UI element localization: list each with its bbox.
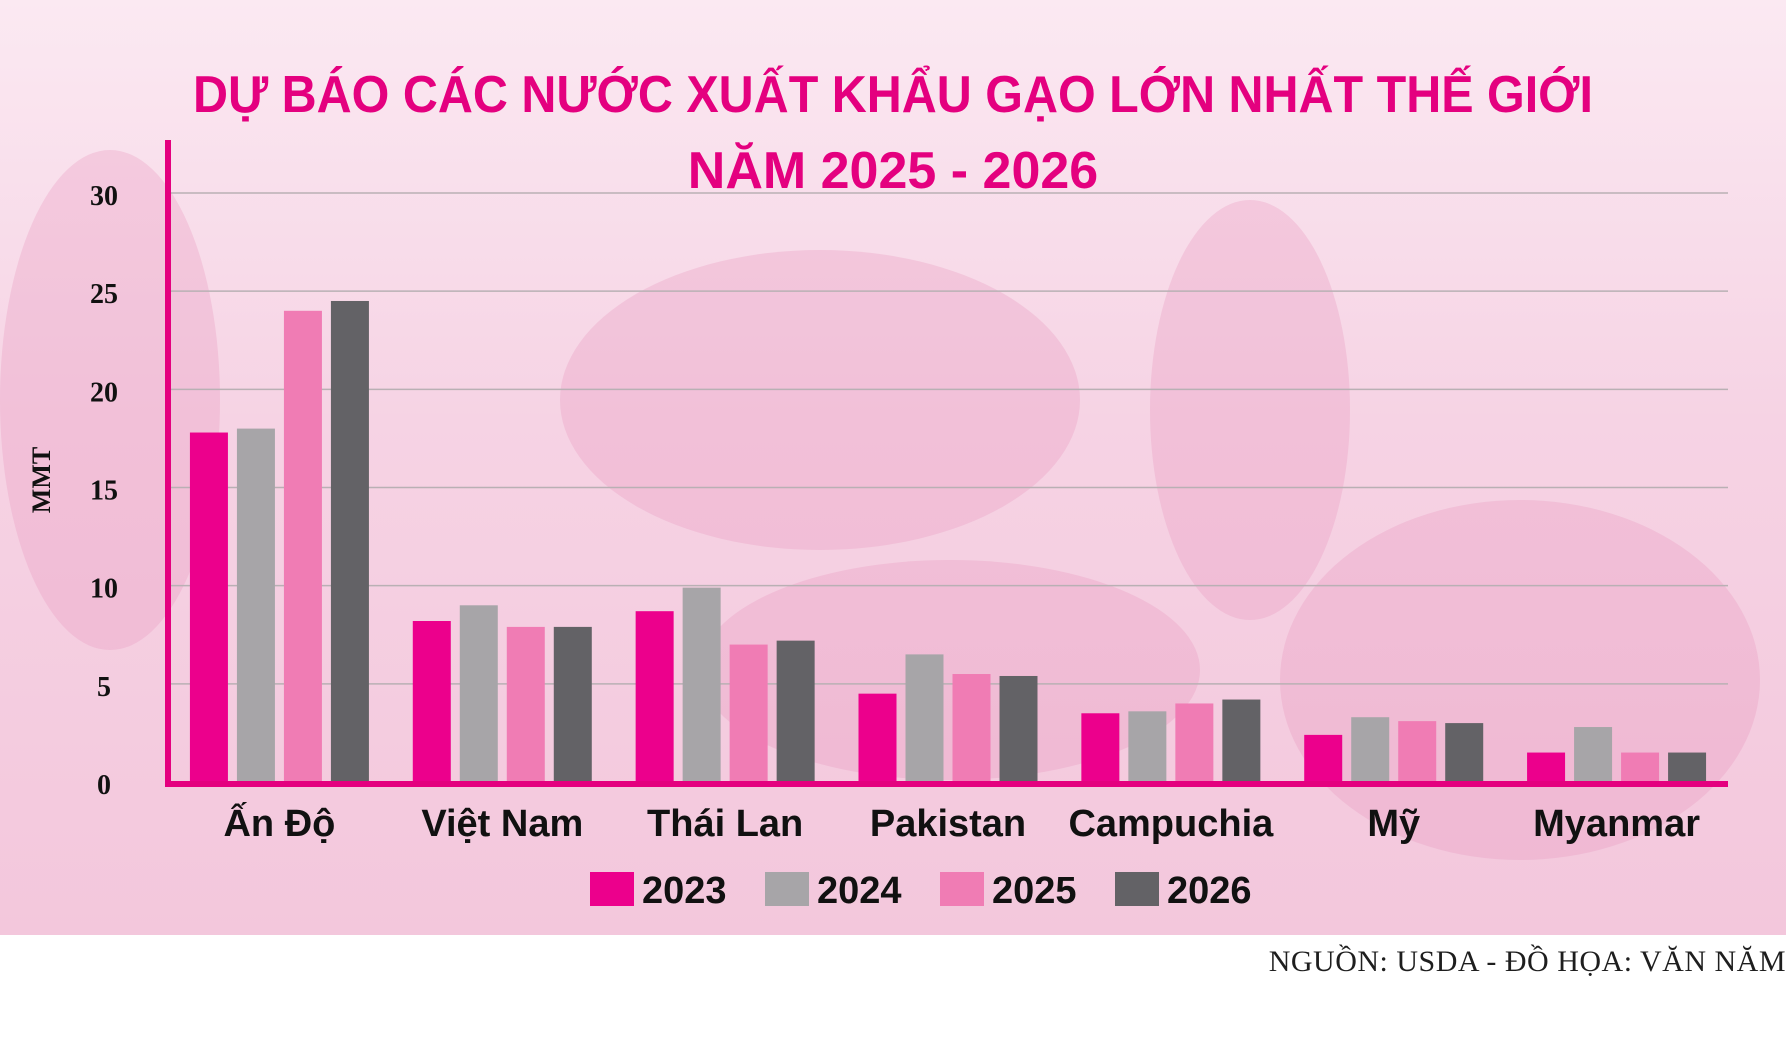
bars	[189, 300, 1707, 782]
bar-2025	[283, 310, 322, 782]
y-tick-label: 10	[90, 574, 118, 605]
bar-2025	[729, 644, 768, 782]
y-tick-label: 5	[97, 672, 111, 703]
bar-2026	[776, 640, 815, 782]
legend-label-2026: 2026	[1167, 870, 1252, 912]
bar-2024	[682, 587, 721, 782]
legend-label-2024: 2024	[817, 870, 902, 912]
legend-swatch-2025	[940, 872, 984, 906]
bar-2026	[553, 626, 592, 782]
y-tick-label: 25	[90, 279, 118, 310]
bar-2023	[1527, 752, 1566, 782]
bar-2025	[1398, 721, 1437, 782]
legend: 2023 2024 2025 2026	[590, 870, 1252, 912]
category-label: Ấn Độ	[223, 801, 335, 845]
legend-swatch-2024	[765, 872, 809, 906]
bar-2024	[459, 605, 498, 782]
bar-2023	[1081, 713, 1120, 782]
bar-2023	[1304, 734, 1343, 782]
bar-2026	[1668, 752, 1707, 782]
category-label: Campuchia	[1068, 803, 1274, 845]
y-tick-label: 30	[90, 181, 118, 212]
legend-swatch-2023	[590, 872, 634, 906]
chart-title-line2: NĂM 2025 - 2026	[688, 142, 1098, 200]
bar-2024	[1574, 727, 1613, 782]
category-label: Mỹ	[1367, 803, 1420, 845]
bar-2024	[1351, 717, 1390, 782]
category-labels: Ấn Độ Việt Nam Thái Lan Pakistan Campuchia Mỹ…	[223, 801, 1700, 845]
y-tick-label: 15	[90, 476, 118, 507]
source-credit: NGUỒN: USDA - ĐỒ HỌA: VĂN NĂM	[1268, 945, 1786, 978]
bar-2026	[999, 675, 1038, 782]
grid-lines	[168, 192, 1728, 685]
category-label: Myanmar	[1533, 803, 1700, 845]
y-tick-label: 20	[90, 377, 118, 408]
bar-2024	[236, 428, 275, 782]
bar-2025	[952, 674, 991, 782]
bar-2025	[506, 626, 545, 782]
legend-label-2025: 2025	[992, 870, 1077, 912]
bar-2026	[1445, 723, 1484, 782]
bar-2024	[1128, 711, 1167, 782]
chart-title-line1: DỰ BÁO CÁC NƯỚC XUẤT KHẨU GẠO LỚN NHẤT T…	[193, 65, 1593, 124]
y-tick-label: 0	[97, 770, 111, 801]
y-axis-label: MMT	[27, 447, 56, 513]
axes	[165, 140, 1728, 787]
bar-2023	[189, 432, 228, 782]
bar-2026	[330, 300, 369, 782]
legend-swatch-2026	[1115, 872, 1159, 906]
category-label: Thái Lan	[647, 803, 803, 845]
bar-2023	[635, 611, 674, 782]
bar-2023	[412, 621, 451, 782]
legend-label-2023: 2023	[642, 870, 727, 912]
category-label: Việt Nam	[421, 803, 583, 845]
bar-2025	[1621, 752, 1660, 782]
category-label: Pakistan	[870, 803, 1026, 845]
bar-2026	[1222, 699, 1261, 782]
bar-2023	[858, 693, 897, 782]
bar-2024	[905, 654, 944, 782]
y-tick-labels: 0 5 10 15 20 25 30	[90, 181, 118, 801]
bar-2025	[1175, 703, 1214, 782]
